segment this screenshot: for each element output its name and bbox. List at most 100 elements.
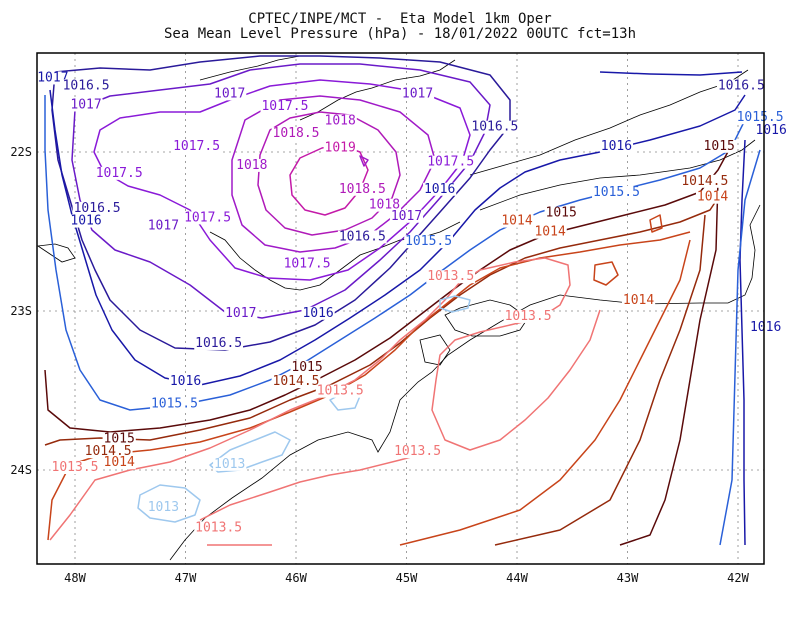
isobar-label: 1016	[302, 306, 333, 321]
map-frame	[36, 52, 765, 565]
isobar-1013-5	[49, 257, 601, 541]
isobar-label-bg	[400, 87, 435, 101]
isobar-label: 1016.5	[63, 78, 110, 93]
x-tick-label: 44W	[506, 571, 528, 585]
isobar-label: 1017.5	[184, 210, 231, 225]
title-line-1: CPTEC/INPE/MCT - Eta Model 1km Oper	[248, 11, 552, 27]
x-tick-label: 47W	[175, 571, 197, 585]
isobar-label: 1014.5	[85, 444, 132, 459]
isobar-1014	[593, 261, 619, 286]
coastline-segment	[36, 243, 76, 263]
isobar-1016	[599, 71, 746, 546]
coastline-segment	[469, 69, 749, 176]
isobar-label-bg	[102, 456, 136, 470]
isobar-label-bg	[172, 139, 221, 153]
isobar-label: 1013	[148, 500, 179, 515]
isobar-label-bg	[224, 306, 258, 320]
isobar-label: 1013.5	[427, 269, 474, 284]
isobar-label-bg	[213, 457, 247, 471]
coastline-segment	[444, 299, 529, 337]
coastline-segment	[419, 334, 451, 366]
isobar-1014	[399, 239, 691, 546]
isobar-label: 1017	[214, 86, 245, 101]
isobar-label: 1016	[601, 139, 632, 154]
x-tick-label: 46W	[285, 571, 307, 585]
isobar-label: 1013.5	[317, 384, 364, 399]
isobar-label: 1014	[623, 293, 654, 308]
x-tick-label: 43W	[617, 571, 639, 585]
isobar-label-bg	[69, 98, 103, 112]
isobar-label-bg	[389, 209, 424, 223]
isobar-label: 1016	[750, 320, 781, 335]
isobar-label: 1018.5	[339, 182, 386, 197]
isobar-label: 1018.5	[273, 126, 320, 141]
isobar-label: 1019	[325, 140, 356, 155]
isobar-label-bg	[749, 321, 783, 335]
isobar-label-bg	[323, 141, 357, 155]
isobar-label: 1017.5	[284, 256, 331, 271]
isobar-1014	[649, 214, 663, 233]
isobar-label-bg	[337, 230, 387, 244]
isobar-label-bg	[503, 309, 553, 323]
isobar-label: 1017.5	[173, 139, 220, 154]
isobar-label-bg	[61, 79, 111, 93]
isobar-label-bg	[323, 114, 357, 128]
isobar-label-bg	[367, 198, 401, 212]
isobar-1015	[619, 179, 719, 546]
isobar-label: 1013.5	[505, 309, 552, 324]
isobar-1015-5	[719, 149, 761, 546]
isobar-label: 1016.5	[74, 201, 121, 216]
isobar-label-bg	[94, 166, 144, 180]
isobar-label-bg	[301, 306, 335, 320]
y-tick-label: 24S	[10, 463, 32, 477]
isobar-label: 1014.5	[681, 174, 728, 189]
isobar-label-bg	[735, 111, 785, 125]
isobar-1016	[49, 89, 746, 386]
map-background	[37, 53, 764, 564]
isobar-1018	[359, 155, 369, 167]
isobar-label: 1017.5	[427, 155, 474, 170]
isobar-labels: 10171016.5101710171017.510181018.5101910…	[36, 70, 788, 535]
isobar-label: 1015	[546, 206, 577, 221]
isobar-label: 1017	[37, 70, 68, 85]
isobar-label-bg	[194, 336, 244, 350]
isobar-label: 1015.5	[151, 396, 198, 411]
y-tick-label: 22S	[10, 145, 32, 159]
isobar-label-bg	[213, 87, 247, 101]
isobar-1017	[71, 63, 491, 319]
isobar-label: 1017	[70, 97, 101, 112]
isobar-label-bg	[592, 185, 641, 199]
isobar-label: 1015.5	[405, 234, 452, 249]
isobar-1013	[209, 431, 291, 473]
isobar-label-bg	[235, 158, 269, 172]
isobar-label-bg	[544, 206, 578, 220]
isobar-label-bg	[146, 500, 180, 514]
isobar-label-bg	[290, 360, 324, 374]
isobar-1013	[137, 484, 201, 523]
isobar-label-bg	[150, 397, 199, 411]
isobar-label: 1015	[104, 431, 135, 446]
isobar-label-bg	[500, 214, 534, 228]
isobar-label-bg	[315, 384, 365, 398]
isobar-label: 1015.5	[737, 110, 784, 125]
isobar-label: 1015.5	[593, 185, 640, 200]
isobar-label-bg	[72, 201, 122, 215]
isobar-label-bg	[36, 71, 70, 85]
isobar-label-bg	[83, 445, 133, 459]
isobar-label: 1016	[424, 182, 455, 197]
axis-labels: 48W 47W 46W 45W 44W 43W 42W 22S 23S 24S	[10, 145, 749, 585]
title-line-2: Sea Mean Level Pressure (hPa) - 18/01/20…	[163, 26, 636, 42]
isobar-label: 1014	[104, 455, 135, 470]
isobar-label-bg	[426, 270, 476, 284]
isobar-label-bg	[146, 219, 180, 233]
isobar-label-bg	[260, 100, 310, 114]
isobar-label-bg	[194, 521, 244, 535]
coastline-segment	[199, 55, 301, 81]
isobar-label: 1017	[225, 306, 256, 321]
coastline-segment	[299, 59, 456, 121]
isobar-label-bg	[102, 432, 136, 446]
isobar-label-bg	[754, 123, 788, 137]
isobar-label-bg	[716, 79, 766, 93]
isobar-label: 1017.5	[261, 99, 308, 114]
